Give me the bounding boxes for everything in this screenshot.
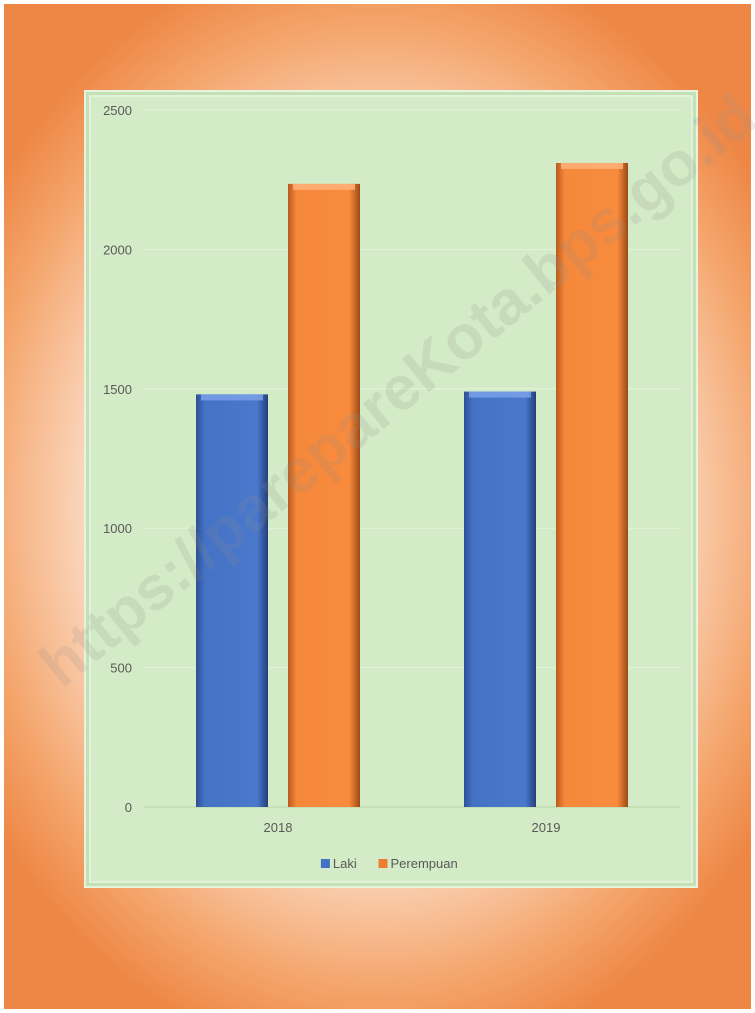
legend-swatch-perempuan bbox=[378, 859, 388, 868]
legend-swatch-laki bbox=[320, 859, 330, 868]
bar-laki-2018 bbox=[196, 394, 268, 807]
bar-top-bevel bbox=[469, 391, 531, 398]
x-tick-label: 2018 bbox=[264, 820, 293, 835]
bar-perempuan-2019 bbox=[556, 162, 628, 808]
bar-top-bevel bbox=[293, 183, 355, 190]
bar-perempuan-2018 bbox=[288, 183, 360, 808]
y-tick-label: 2000 bbox=[103, 242, 132, 257]
y-tick-label: 1500 bbox=[103, 382, 132, 397]
bar-top-bevel bbox=[561, 162, 623, 169]
bar-top-bevel bbox=[201, 394, 263, 401]
y-tick-label: 500 bbox=[110, 661, 132, 676]
bar-chart: 0 500 1000 1500 2000 2500 2018 2019 Laki Perempu… bbox=[103, 103, 680, 871]
y-tick-label: 1000 bbox=[103, 521, 132, 536]
chart-panel: 0 500 1000 1500 2000 2500 2018 2019 Laki Perempu… bbox=[84, 90, 698, 888]
y-tick-label: 0 bbox=[125, 800, 132, 815]
legend-label-perempuan: Perempuan bbox=[391, 856, 458, 871]
y-tick-label: 2500 bbox=[103, 103, 132, 118]
page-background: 0 500 1000 1500 2000 2500 2018 2019 Laki Perempu… bbox=[4, 4, 755, 1009]
bar-laki-2019 bbox=[464, 391, 536, 807]
x-tick-label: 2019 bbox=[532, 820, 561, 835]
legend-label-laki: Laki bbox=[333, 856, 357, 871]
